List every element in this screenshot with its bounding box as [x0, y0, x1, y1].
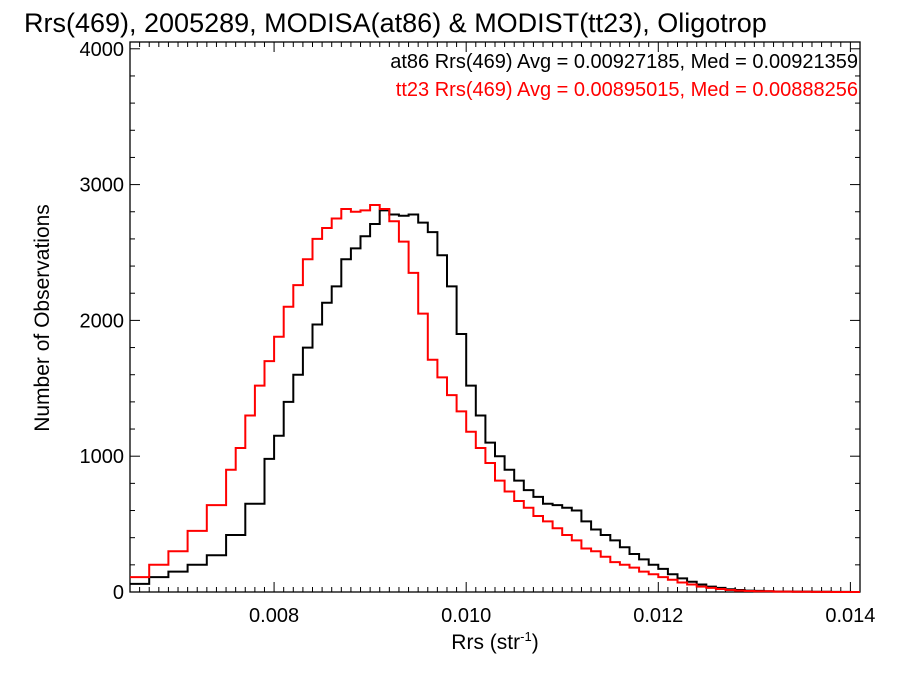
series-line-tt23 — [130, 204, 860, 593]
x-tick-label: 0.008 — [249, 605, 299, 627]
x-tick-label: 0.012 — [633, 605, 683, 627]
legend-entry-tt23: tt23 Rrs(469) Avg = 0.00895015, Med = 0.… — [396, 79, 858, 101]
x-axis-ticks: 0.008 0.010 0.012 0.014 — [129, 42, 875, 627]
series-group — [130, 204, 860, 593]
x-tick-label: 0.010 — [441, 605, 491, 627]
x-axis-label-main: Rrs (str — [451, 631, 520, 654]
x-tick-label: 0.014 — [825, 605, 875, 627]
legend-entry-at86: at86 Rrs(469) Avg = 0.00927185, Med = 0.… — [390, 51, 858, 73]
y-tick-label: 4000 — [80, 39, 125, 61]
y-tick-label: 0 — [113, 582, 124, 604]
y-axis-label: Number of Observations — [31, 204, 54, 432]
y-tick-label: 2000 — [80, 310, 125, 332]
chart-title: Rrs(469), 2005289, MODISA(at86) & MODIST… — [24, 8, 767, 38]
x-axis-label-superscript: -1 — [520, 629, 532, 644]
x-axis-label: Rrs (str-1) — [451, 629, 538, 654]
x-axis-label-close: ) — [532, 631, 539, 654]
series-line-at86 — [130, 209, 860, 593]
y-axis-ticks: 0 1000 2000 3000 4000 — [80, 39, 860, 604]
y-tick-label: 1000 — [80, 446, 125, 468]
plot-frame — [129, 41, 861, 593]
y-tick-label: 3000 — [80, 175, 125, 197]
